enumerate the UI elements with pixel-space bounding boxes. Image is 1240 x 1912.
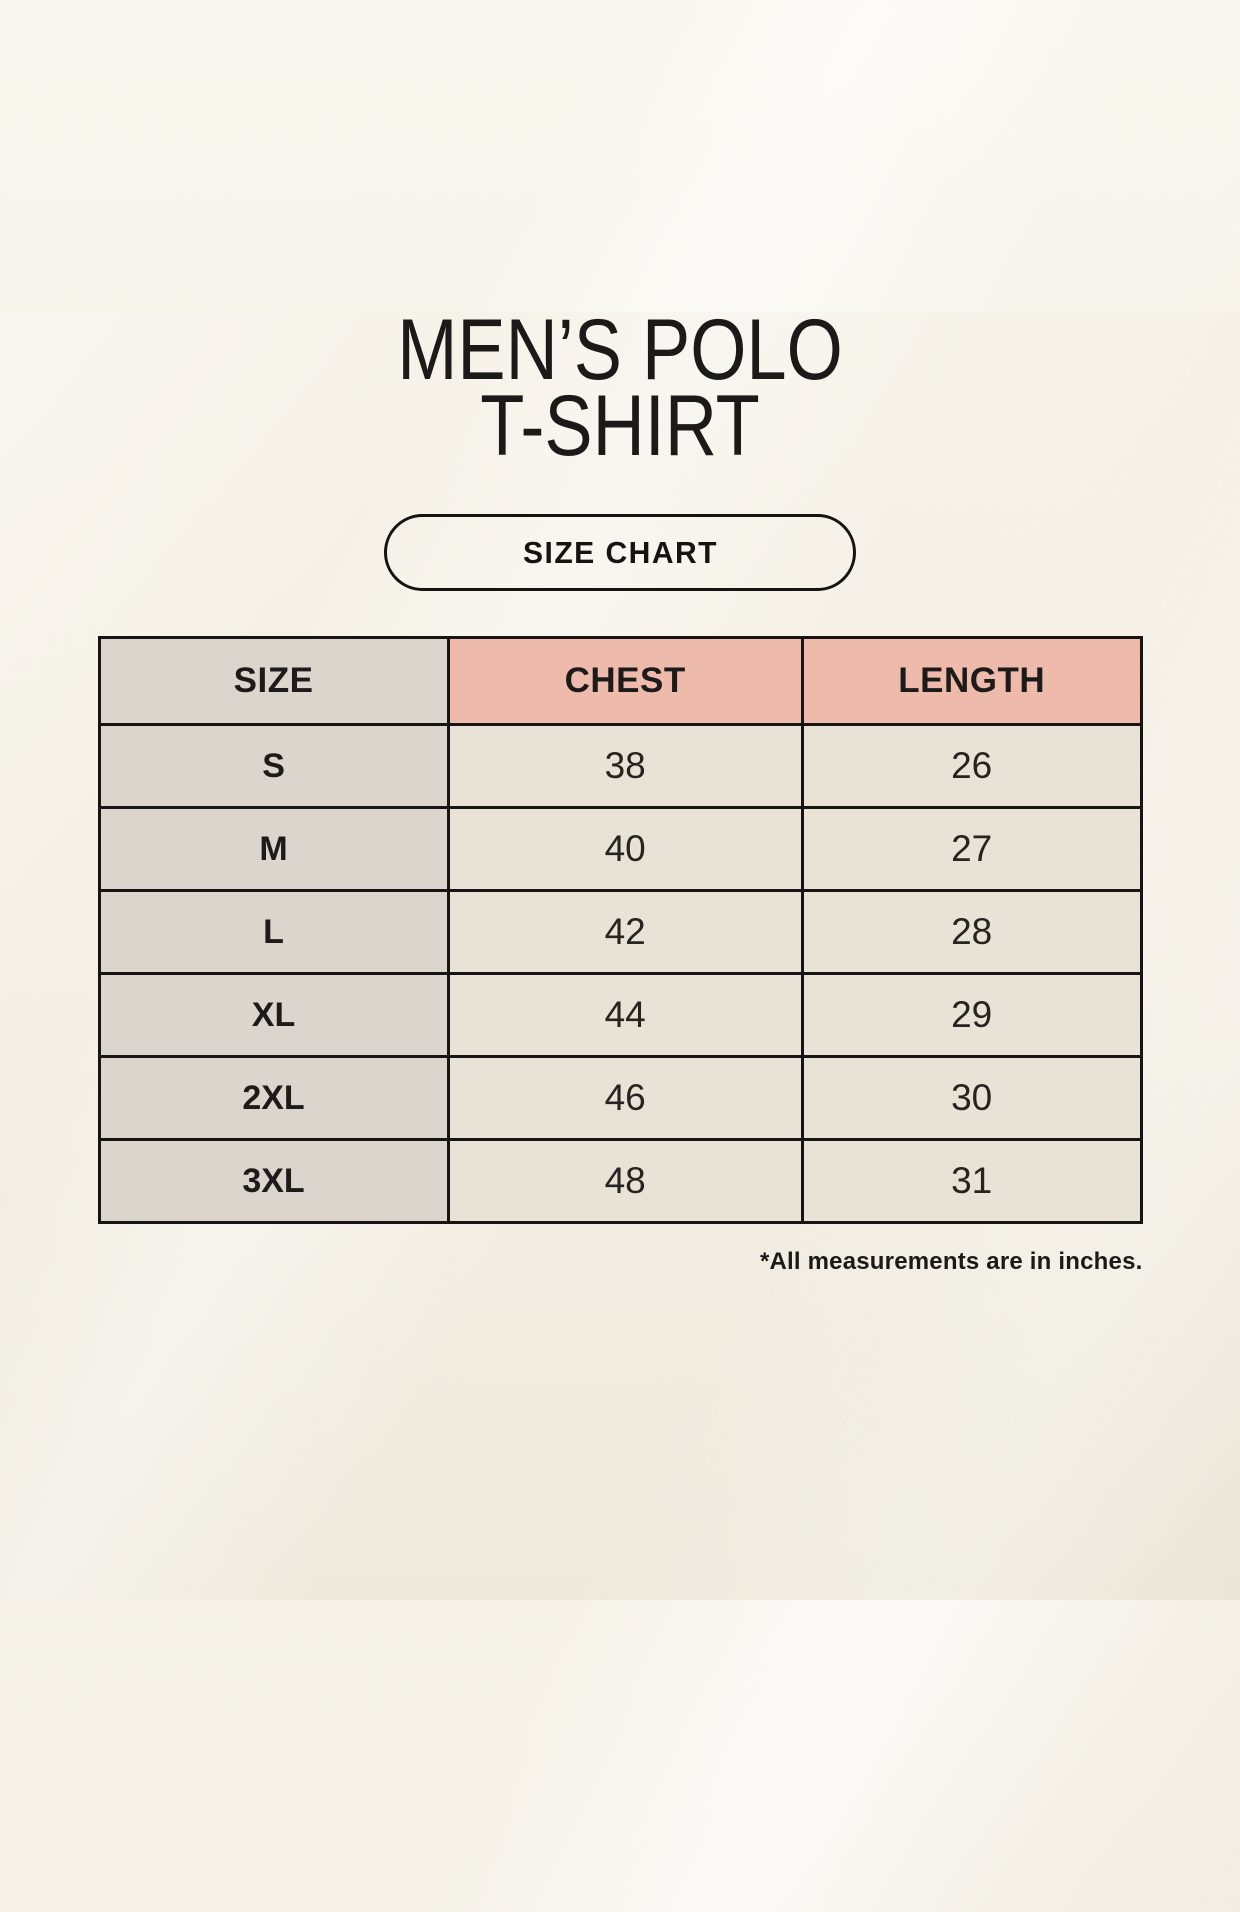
size-cell: L [97,889,450,975]
column-header-size: SIZE [97,636,450,726]
length-cell: 30 [800,1055,1143,1141]
length-cell: 29 [800,972,1143,1058]
size-chart-page: MEN’S POLO T-SHIRT SIZE CHART SIZE CHEST… [0,302,1240,1912]
column-header-chest: CHEST [446,636,804,726]
length-cell: 27 [800,806,1143,892]
length-cell: 28 [800,889,1143,975]
chest-cell: 46 [446,1055,804,1141]
table-row: L 42 28 [97,889,1143,975]
table-row: 2XL 46 30 [97,1055,1143,1141]
size-cell: XL [97,972,450,1058]
size-cell: 2XL [97,1055,450,1141]
size-cell: 3XL [97,1138,450,1224]
length-cell: 31 [800,1138,1143,1224]
chest-cell: 38 [446,723,804,809]
size-cell: M [97,806,450,892]
title-line-2: T-SHIRT [480,378,760,474]
measurement-footnote: *All measurements are in inches. [759,1248,1143,1275]
table-row: S 38 26 [97,723,1143,809]
size-chart-badge: SIZE CHART [384,514,856,591]
table-header-row: SIZE CHEST LENGTH [97,636,1143,726]
chest-cell: 42 [446,889,804,975]
table-row: M 40 27 [97,806,1143,892]
length-cell: 26 [800,723,1143,809]
size-cell: S [97,723,450,809]
chest-cell: 48 [446,1138,804,1224]
table-row: 3XL 48 31 [97,1138,1143,1224]
chest-cell: 44 [446,972,804,1058]
size-chart-badge-label: SIZE CHART [522,534,718,570]
table-row: XL 44 29 [97,972,1143,1058]
page-title: MEN’S POLO T-SHIRT [0,302,1240,474]
size-chart-table: SIZE CHEST LENGTH S 38 26 M 40 27 L [97,636,1143,1224]
column-header-length: LENGTH [800,636,1143,726]
title-line-1: MEN’S POLO [397,302,843,398]
chest-cell: 40 [446,806,804,892]
